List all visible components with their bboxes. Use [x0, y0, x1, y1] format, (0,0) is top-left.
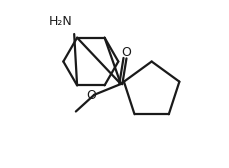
Text: O: O: [86, 89, 96, 102]
Text: O: O: [120, 46, 130, 59]
Text: H₂N: H₂N: [49, 15, 72, 28]
